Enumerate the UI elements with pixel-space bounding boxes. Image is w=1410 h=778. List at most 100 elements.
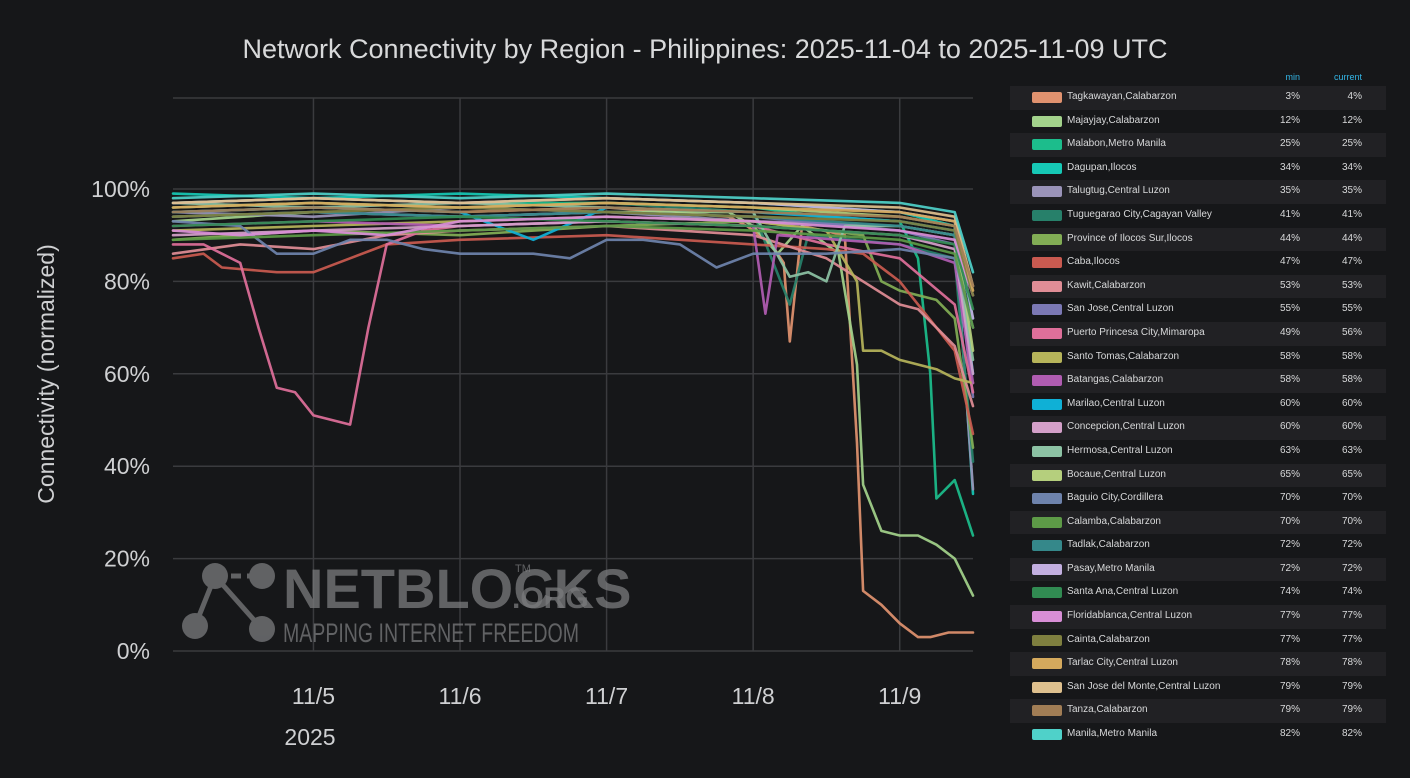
series-line-18 — [171, 224, 975, 329]
legend-row[interactable]: Cainta,Calabarzon 77% 77% — [1010, 629, 1386, 653]
legend-series-name: Hermosa,Central Luzon — [1067, 444, 1173, 456]
x-tick-label: 11/9 — [878, 683, 921, 709]
legend-header-current[interactable]: current — [1333, 72, 1362, 82]
x-axis-ticks: 11/5 11/6 11/7 11/8 11/9 — [292, 683, 921, 709]
legend-swatch — [1032, 445, 1062, 457]
legend-row[interactable]: Tuguegarao City,Cagayan Valley 41% 41% — [1010, 204, 1386, 228]
legend-row[interactable]: Marilao,Central Luzon 60% 60% — [1010, 393, 1386, 417]
legend-series-name: Pasay,Metro Manila — [1067, 562, 1155, 574]
legend-row[interactable]: Hermosa,Central Luzon 63% 63% — [1010, 440, 1386, 464]
legend-swatch — [1032, 233, 1062, 245]
legend-min-value: 65% — [1279, 468, 1300, 480]
legend-row[interactable]: Puerto Princesa City,Mimaropa 49% 56% — [1010, 321, 1386, 346]
legend-row[interactable]: San Jose del Monte,Central Luzon 79% 79% — [1010, 676, 1386, 700]
legend-current-value: 79% — [1341, 704, 1362, 716]
legend-row[interactable]: Manila,Metro Manila 82% 82% — [1010, 723, 1386, 747]
legend-min-value: 34% — [1279, 161, 1300, 173]
series-line-22 — [171, 215, 975, 297]
legend-series-name: Batangas,Calabarzon — [1067, 374, 1164, 386]
legend-min-value: 3% — [1285, 91, 1300, 102]
y-tick-label: 40% — [104, 453, 150, 479]
legend-row[interactable]: Santo Tomas,Calabarzon 58% 58% — [1010, 346, 1386, 370]
legend-series-name: Floridablanca,Central Luzon — [1067, 610, 1193, 622]
watermark-tagline: MAPPING INTERNET FREEDOM — [283, 618, 579, 648]
legend-row[interactable]: Kawit,Calabarzon 53% 53% — [1010, 274, 1386, 299]
legend-swatch — [1032, 162, 1062, 174]
legend-current-value: 65% — [1341, 468, 1362, 480]
legend-swatch — [1032, 681, 1062, 693]
legend-current-value: 82% — [1341, 728, 1362, 740]
legend-series-name: Baguio City,Cordillera — [1067, 492, 1163, 504]
legend-row[interactable]: Dagupan,Ilocos 34% 34% — [1010, 157, 1386, 181]
legend-row[interactable]: Malabon,Metro Manila 25% 25% — [1010, 133, 1386, 157]
legend-row[interactable]: Caba,Ilocos 47% 47% — [1010, 251, 1386, 275]
legend-row[interactable]: Santa Ana,Central Luzon 74% 74% — [1010, 581, 1386, 605]
legend-row[interactable]: Baguio City,Cordillera 70% 70% — [1010, 487, 1386, 511]
legend-current-value: 79% — [1341, 680, 1362, 692]
legend-row[interactable]: Tadlak,Calabarzon 72% 72% — [1010, 534, 1386, 558]
legend-current-value: 55% — [1341, 303, 1362, 315]
legend-current-value: 44% — [1341, 232, 1362, 244]
legend-min-value: 60% — [1279, 397, 1300, 409]
legend-series-name: Majayjay,Calabarzon — [1067, 114, 1160, 126]
legend-swatch — [1032, 209, 1062, 221]
legend-min-value: 53% — [1279, 279, 1300, 291]
legend-min-value: 41% — [1279, 208, 1300, 220]
legend-swatch — [1032, 540, 1062, 552]
legend-header-min[interactable]: min — [1285, 72, 1300, 82]
legend-row[interactable]: Bocaue,Central Luzon 65% 65% — [1010, 463, 1386, 488]
series-line-21 — [171, 215, 975, 311]
legend-swatch — [1032, 257, 1062, 269]
legend-series-name: Province of Ilocos Sur,Ilocos — [1067, 232, 1193, 244]
legend-current-value: 56% — [1341, 326, 1362, 338]
legend-current-value: 58% — [1341, 374, 1362, 386]
series-line-25 — [171, 196, 975, 288]
legend-swatch — [1032, 186, 1062, 198]
series-line-26 — [171, 206, 975, 288]
legend-swatch — [1032, 705, 1062, 717]
legend-row[interactable]: Province of Ilocos Sur,Ilocos 44% 44% — [1010, 227, 1386, 252]
legend-series-name: Cainta,Calabarzon — [1067, 633, 1150, 645]
legend-min-value: 47% — [1279, 256, 1300, 268]
legend-current-value: 53% — [1341, 279, 1362, 291]
legend-current-value: 60% — [1341, 421, 1362, 433]
y-axis-label: Connectivity (normalized) — [33, 244, 59, 503]
legend-row[interactable]: San Jose,Central Luzon 55% 55% — [1010, 298, 1386, 322]
legend-series-name: Marilao,Central Luzon — [1067, 397, 1165, 409]
y-tick-label: 100% — [91, 176, 150, 202]
legend-min-value: 78% — [1279, 657, 1300, 669]
legend-row[interactable]: Pasay,Metro Manila 72% 72% — [1010, 557, 1386, 582]
legend-row[interactable]: Tanza,Calabarzon 79% 79% — [1010, 699, 1386, 724]
legend-swatch — [1032, 516, 1062, 528]
legend-min-value: 72% — [1279, 539, 1300, 551]
legend-swatch — [1032, 375, 1062, 387]
legend-min-value: 82% — [1279, 728, 1300, 740]
legend-row[interactable]: Tarlac City,Central Luzon 78% 78% — [1010, 652, 1386, 676]
legend-series-name: Dagupan,Ilocos — [1067, 161, 1137, 173]
legend-swatch — [1032, 115, 1062, 127]
legend-current-value: 60% — [1341, 397, 1362, 409]
chart-title: Network Connectivity by Region - Philipp… — [243, 34, 1168, 64]
legend-swatch — [1032, 280, 1062, 292]
series-lines — [171, 192, 975, 639]
legend-min-value: 58% — [1279, 374, 1300, 386]
legend-row[interactable]: Concepcion,Central Luzon 60% 60% — [1010, 416, 1386, 440]
legend-series-name: San Jose del Monte,Central Luzon — [1067, 680, 1221, 692]
series-line-23 — [171, 206, 975, 297]
legend-row[interactable]: Floridablanca,Central Luzon 77% 77% — [1010, 605, 1386, 629]
legend-row[interactable]: Tagkawayan,Calabarzon 3% 4% — [1010, 86, 1386, 110]
legend-row[interactable]: Talugtug,Central Luzon 35% 35% — [1010, 180, 1386, 204]
legend-row[interactable]: Batangas,Calabarzon 58% 58% — [1010, 369, 1386, 393]
legend-series-name: Caba,Ilocos — [1067, 256, 1120, 268]
legend-header: min current — [1010, 70, 1386, 86]
legend-swatch — [1032, 658, 1062, 670]
legend-row[interactable]: Calamba,Calabarzon 70% 70% — [1010, 510, 1386, 535]
legend-current-value: 25% — [1341, 138, 1362, 150]
series-line-14 — [171, 220, 975, 376]
legend-series-name: Malabon,Metro Manila — [1067, 138, 1166, 150]
legend-row[interactable]: Majayjay,Calabarzon 12% 12% — [1010, 110, 1386, 134]
series-line-7 — [171, 233, 975, 436]
series-line-27 — [171, 192, 975, 274]
legend-series-name: Talugtug,Central Luzon — [1067, 185, 1170, 197]
legend-current-value: 58% — [1341, 350, 1362, 362]
